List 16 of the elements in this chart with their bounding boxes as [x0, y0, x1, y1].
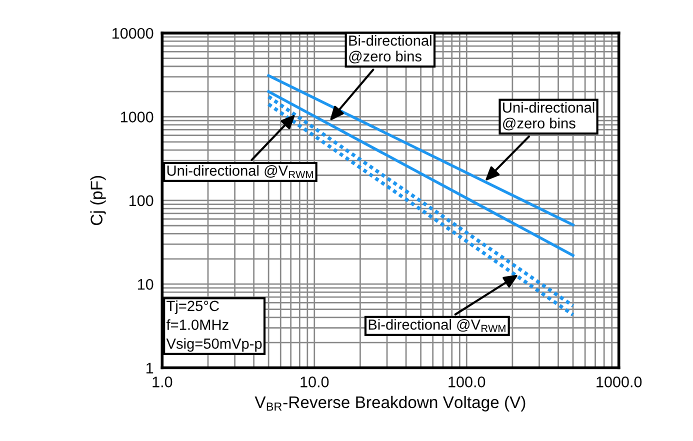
y-tick-label: 1000: [121, 112, 154, 122]
y-tick-label: 10000: [112, 28, 154, 39]
annotation: Uni-directional @zero bins: [503, 102, 594, 130]
annotation: Tj=25°C f=1.0MHz Vsig=50mVp-p: [166, 300, 262, 352]
y-axis-title: Cj (pF): [90, 176, 106, 226]
y-tick-label: 10: [138, 278, 154, 290]
annotation: Bi-directional @V$_{RWM}$: [368, 319, 506, 332]
x-axis-title: V$_{BR}$-Reverse Breakdown Voltage (V): [254, 396, 526, 412]
y-tick-label: 1: [146, 362, 154, 374]
x-tick-label: 100.0: [448, 376, 486, 388]
x-tick-label: 1000.0: [596, 376, 642, 388]
y-tick-label: 100: [130, 195, 154, 206]
x-tick-label: 10.0: [300, 376, 329, 388]
x-tick-label: 1.0: [152, 376, 172, 388]
annotation: Uni-directional @V$_{RWM}$: [167, 165, 313, 178]
annotation: Bi-directional @zero bins: [349, 35, 432, 64]
